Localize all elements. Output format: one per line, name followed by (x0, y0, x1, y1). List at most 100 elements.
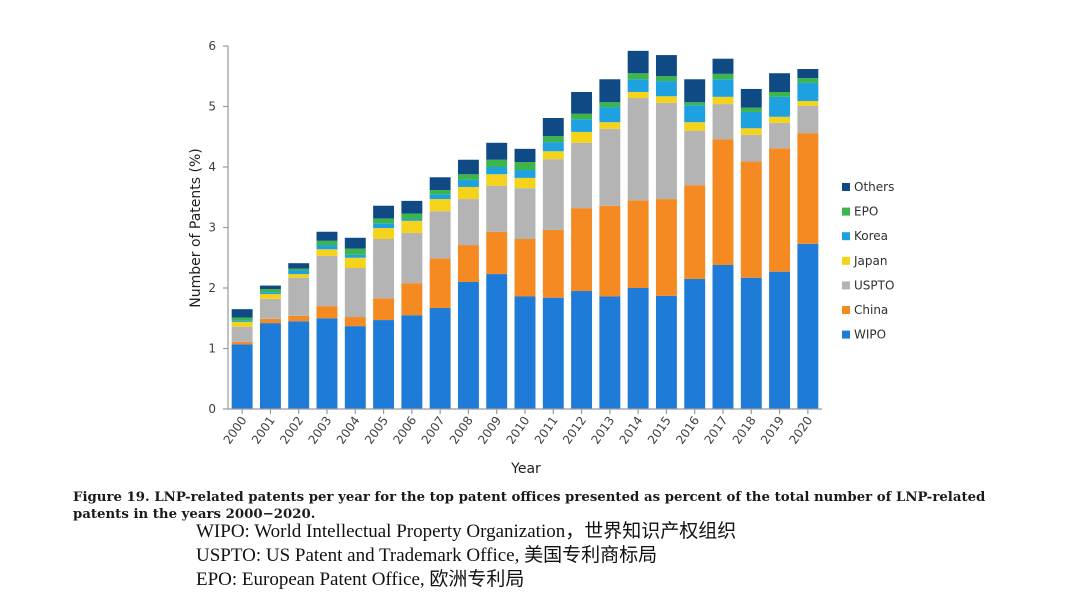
bars-group (231, 50, 819, 409)
bar-wipo-2011 (542, 297, 564, 409)
bar-uspto-2012 (571, 142, 593, 209)
bar-korea-2017 (712, 79, 734, 97)
bar-japan-2014 (627, 91, 649, 99)
legend-swatch (842, 232, 850, 241)
x-tick-label: 2012 (560, 414, 589, 447)
x-tick-label: 2016 (673, 414, 702, 447)
bar-korea-2013 (599, 107, 621, 123)
note-epo: EPO: European Patent Office, 欧洲专利局 (196, 569, 525, 590)
bar-epo-2003 (316, 240, 338, 246)
x-tick-label: 2018 (730, 414, 759, 447)
bar-others-2012 (571, 91, 593, 114)
bar-wipo-2019 (769, 271, 791, 409)
bar-others-2001 (259, 285, 281, 290)
bar-japan-2003 (316, 249, 338, 256)
bar-wipo-2004 (344, 326, 366, 409)
y-tick-label: 1 (208, 342, 216, 356)
bar-epo-2004 (344, 248, 366, 255)
legend-label: WIPO (854, 328, 886, 342)
bar-others-2010 (514, 148, 536, 163)
bar-wipo-2009 (486, 274, 508, 409)
bar-china-2008 (457, 245, 479, 282)
bar-uspto-2007 (429, 211, 451, 259)
bar-china-2007 (429, 258, 451, 308)
note-uspto: USPTO: US Patent and Trademark Office, 美… (196, 545, 658, 566)
bar-epo-2014 (627, 73, 649, 80)
bar-epo-2016 (684, 102, 706, 106)
bar-wipo-2001 (259, 323, 281, 409)
bar-uspto-2000 (231, 326, 253, 342)
bar-korea-2010 (514, 170, 536, 178)
legend-swatch (842, 306, 850, 314)
legend-swatch (842, 183, 850, 191)
bar-wipo-2002 (288, 321, 310, 409)
stacked-bar-chart: 0 1 2 3 4 5 6 2000 2001 2002 2003 2004 2005 2006 2007… (188, 39, 894, 477)
abbreviation-notes: WIPO: World Intellectual Property Organi… (196, 520, 736, 592)
bar-wipo-2020 (797, 243, 819, 409)
bar-japan-2012 (571, 131, 593, 143)
bar-japan-2018 (740, 128, 762, 135)
y-tick-label: 4 (208, 160, 216, 174)
bar-wipo-2012 (571, 291, 593, 409)
bar-japan-2011 (542, 151, 564, 160)
bar-korea-2012 (571, 119, 593, 132)
bar-uspto-2009 (486, 185, 508, 232)
bar-epo-2009 (486, 159, 508, 167)
bar-epo-2006 (401, 213, 423, 220)
bar-wipo-2003 (316, 318, 338, 409)
bar-china-2005 (373, 298, 395, 321)
x-tick-label: 2005 (362, 414, 391, 447)
bar-china-2011 (542, 229, 564, 298)
bar-uspto-2004 (344, 268, 366, 318)
bar-japan-2007 (429, 199, 451, 212)
bar-china-2019 (769, 148, 791, 272)
bar-epo-2005 (373, 218, 395, 224)
y-tick-label: 3 (208, 221, 216, 235)
bar-others-2014 (627, 50, 649, 74)
bar-japan-2015 (655, 96, 677, 103)
x-tick-label: 2019 (758, 414, 787, 447)
y-ticks-group: 0 1 2 3 4 5 6 (208, 39, 228, 416)
bar-epo-2012 (571, 113, 593, 120)
bar-wipo-2006 (401, 315, 423, 409)
bar-wipo-2008 (457, 281, 479, 409)
legend-label: Japan (853, 254, 887, 268)
bar-japan-2008 (457, 186, 479, 200)
bar-japan-2006 (401, 220, 423, 233)
bar-uspto-2018 (740, 134, 762, 162)
bar-japan-2013 (599, 122, 621, 129)
bar-uspto-2013 (599, 128, 621, 206)
figure-caption: Figure 19. LNP-related patents per year … (73, 490, 986, 522)
bar-uspto-2020 (797, 105, 819, 134)
note-wipo: WIPO: World Intellectual Property Organi… (196, 521, 737, 542)
bar-others-2004 (344, 237, 366, 249)
bar-japan-2017 (712, 96, 734, 105)
bar-epo-2017 (712, 73, 734, 80)
bar-korea-2016 (684, 105, 706, 123)
bar-japan-2020 (797, 101, 819, 106)
bar-epo-2011 (542, 136, 564, 143)
x-tick-label: 2009 (475, 414, 504, 447)
bar-china-2018 (740, 161, 762, 278)
bar-others-2002 (288, 263, 310, 269)
bar-china-2002 (288, 315, 310, 322)
bar-china-2012 (571, 208, 593, 292)
x-tick-label: 2004 (334, 414, 363, 447)
bar-korea-2001 (259, 292, 281, 295)
bar-uspto-2011 (542, 159, 564, 230)
bar-others-2016 (684, 79, 706, 103)
x-tick-label: 2002 (277, 414, 306, 447)
bar-china-2001 (259, 318, 281, 324)
bar-uspto-2017 (712, 104, 734, 140)
bar-others-2015 (655, 55, 677, 77)
bar-uspto-2019 (769, 122, 791, 149)
bar-epo-2013 (599, 102, 621, 108)
bar-wipo-2005 (373, 320, 395, 409)
y-tick-label: 5 (208, 100, 216, 114)
bar-china-2013 (599, 205, 621, 297)
legend-item-korea: Korea (842, 229, 888, 243)
bar-korea-2011 (542, 142, 564, 152)
x-tick-label: 2007 (419, 414, 448, 447)
bar-japan-2016 (684, 122, 706, 131)
bar-wipo-2016 (684, 278, 706, 409)
